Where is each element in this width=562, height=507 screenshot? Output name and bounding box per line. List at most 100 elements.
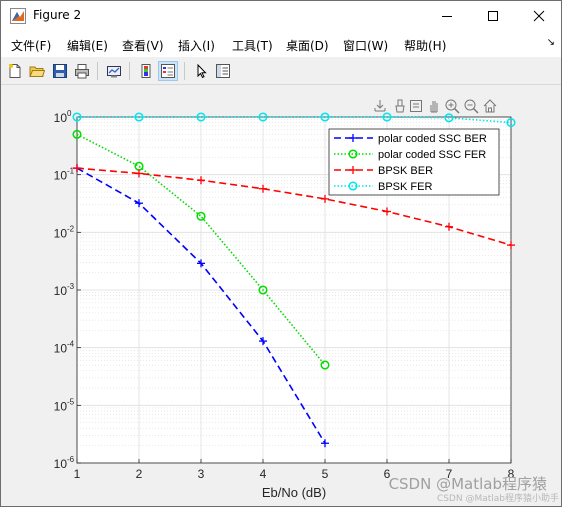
data-point <box>444 113 454 123</box>
y-tick-label: 10 <box>54 284 68 298</box>
data-point <box>383 207 391 216</box>
menu-window[interactable]: 窗口(W) <box>343 39 389 53</box>
zoom-out-icon[interactable] <box>462 97 480 115</box>
y-tick-label: 10 <box>54 169 68 183</box>
watermark: CSDN @Matlab程序猿 <box>388 475 547 493</box>
y-tick-exponent: 0 <box>67 109 72 118</box>
menu-view[interactable]: 查看(V) <box>122 39 164 53</box>
y-tick-exponent: -1 <box>67 167 75 176</box>
print-icon[interactable] <box>72 61 92 81</box>
legend-icon[interactable] <box>158 61 178 81</box>
x-tick-label: 7 <box>446 467 453 481</box>
x-tick-label: 2 <box>136 467 143 481</box>
x-tick-label: 5 <box>322 467 329 481</box>
minimize-button[interactable] <box>424 1 470 31</box>
watermark-small: CSDN @Matlab程序猿小助手 <box>436 494 559 504</box>
x-tick-label: 1 <box>74 467 81 481</box>
menu-bar: 文件(F) 编辑(E) 查看(V) 插入(I) 工具(T) 桌面(D) 窗口(W… <box>1 31 561 57</box>
property-inspector-icon[interactable] <box>213 61 233 81</box>
minor-grid <box>77 119 511 446</box>
series-line <box>76 167 512 246</box>
data-point <box>73 164 81 173</box>
series-layer <box>72 112 516 448</box>
menu-edit[interactable]: 编辑(E) <box>67 39 108 53</box>
data-point <box>506 118 516 128</box>
legend-marker <box>349 166 357 174</box>
home-icon[interactable] <box>481 97 499 115</box>
data-point <box>382 112 392 122</box>
data-point <box>135 169 143 178</box>
legend-entry: BPSK BER <box>378 165 433 177</box>
data-point <box>321 194 329 203</box>
y-tick-label: 10 <box>54 399 68 413</box>
data-point <box>259 337 267 346</box>
data-point <box>196 211 206 221</box>
data-tips-icon[interactable] <box>407 97 425 115</box>
legend-entry: polar coded SSC FER <box>378 149 486 161</box>
data-point <box>72 129 82 139</box>
series-2 <box>73 164 515 250</box>
y-tick-exponent: -3 <box>67 282 75 291</box>
data-point <box>258 285 268 295</box>
legend-entry: polar coded SSC BER <box>378 133 487 145</box>
data-point <box>135 199 143 208</box>
menu-file[interactable]: 文件(F) <box>11 39 52 53</box>
title-bar[interactable]: Figure 2 <box>1 1 561 31</box>
toolbar-separator <box>129 62 130 80</box>
data-point <box>320 360 330 370</box>
menu-insert[interactable]: 插入(I) <box>178 39 215 53</box>
y-tick-label: 10 <box>54 342 68 356</box>
colorbar-icon[interactable] <box>136 61 156 81</box>
series-line <box>77 116 512 124</box>
series-0 <box>73 164 329 448</box>
data-point <box>259 184 267 193</box>
x-tick-label: 8 <box>508 467 515 481</box>
open-file-icon[interactable] <box>27 61 47 81</box>
toolbar-separator <box>97 62 98 80</box>
y-tick-exponent: -4 <box>67 340 75 349</box>
new-figure-icon[interactable] <box>5 61 25 81</box>
close-button[interactable] <box>516 1 562 31</box>
brush-icon[interactable] <box>391 97 409 115</box>
zoom-in-icon[interactable] <box>443 97 461 115</box>
matlab-figure-icon <box>10 8 26 24</box>
y-tick-label: 10 <box>54 457 68 471</box>
data-point <box>445 222 453 231</box>
x-tick-label: 4 <box>260 467 267 481</box>
data-point <box>134 112 144 122</box>
data-point <box>197 176 205 185</box>
y-tick-label: 10 <box>54 111 68 125</box>
pointer-icon[interactable] <box>191 61 211 81</box>
data-point <box>321 439 329 448</box>
y-tick-exponent: -5 <box>67 397 75 406</box>
link-plot-icon[interactable] <box>104 61 124 81</box>
legend-marker <box>348 149 358 159</box>
export-icon[interactable] <box>371 97 389 115</box>
save-icon[interactable] <box>50 61 70 81</box>
window-title: Figure 2 <box>33 8 82 22</box>
menu-desktop[interactable]: 桌面(D) <box>286 39 329 53</box>
menu-tools[interactable]: 工具(T) <box>232 39 273 53</box>
x-tick-label: 3 <box>198 467 205 481</box>
data-point <box>197 259 205 268</box>
x-axis-label: Eb/No (dB) <box>262 485 326 500</box>
legend-marker <box>348 181 358 191</box>
menu-overflow-icon[interactable]: ↘ <box>546 37 555 48</box>
data-point <box>196 112 206 122</box>
data-point <box>258 112 268 122</box>
x-tick-label: 6 <box>384 467 391 481</box>
menu-help[interactable]: 帮助(H) <box>404 39 447 53</box>
series-1 <box>72 129 330 370</box>
legend-marker <box>349 134 357 142</box>
data-point <box>320 112 330 122</box>
pan-icon[interactable] <box>425 97 443 115</box>
y-tick-exponent: -6 <box>67 455 75 464</box>
y-tick-label: 10 <box>54 226 68 240</box>
maximize-button[interactable] <box>470 1 516 31</box>
legend-entry: BPSK FER <box>378 181 432 193</box>
legend[interactable]: polar coded SSC BER polar coded SSC FER BP… <box>328 128 500 196</box>
toolbar-separator <box>184 62 185 80</box>
